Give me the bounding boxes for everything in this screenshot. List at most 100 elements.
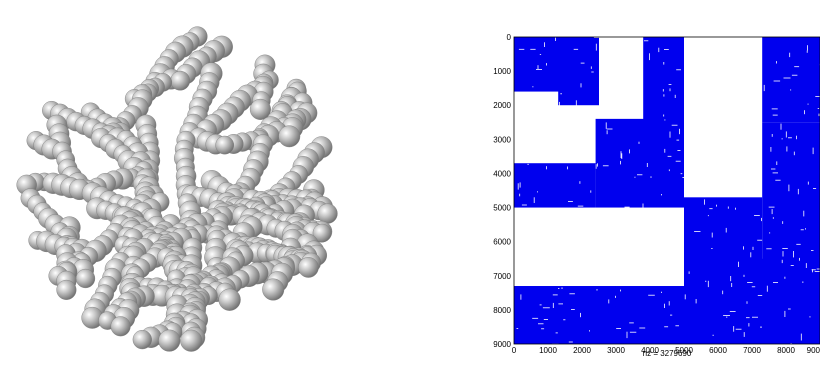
sparsity-gap bbox=[775, 179, 781, 181]
sparsity-gap bbox=[668, 84, 672, 85]
sparsity-gap bbox=[730, 276, 732, 282]
sparsity-gap bbox=[537, 191, 538, 193]
sparsity-gap bbox=[790, 89, 792, 91]
sparsity-gap bbox=[637, 174, 643, 176]
sparsity-gap bbox=[532, 86, 534, 88]
sparsity-gap bbox=[711, 248, 713, 249]
sparsity-gap bbox=[518, 48, 525, 50]
dense-block bbox=[762, 37, 820, 123]
sparsity-gap bbox=[772, 217, 774, 219]
bead bbox=[158, 329, 181, 352]
sparsity-gap bbox=[751, 286, 756, 288]
y-tick-label: 5000 bbox=[493, 204, 511, 213]
sparsity-gap bbox=[781, 259, 783, 264]
sparsity-gap bbox=[552, 302, 554, 308]
x-tick-label: 6000 bbox=[709, 346, 727, 355]
sparsity-gap bbox=[663, 114, 665, 117]
sparsity-gap bbox=[646, 163, 648, 167]
sparsity-gap bbox=[771, 134, 773, 137]
sparsity-gap bbox=[772, 114, 778, 116]
sparsity-gap bbox=[626, 331, 628, 339]
sparsity-plot: 0 1000 2000 3000 4000 5000 6000 7000 8000 900 0 10… bbox=[493, 33, 820, 358]
sparsity-gap bbox=[580, 83, 582, 88]
sparsity-gap bbox=[771, 108, 778, 110]
sparsity-gap bbox=[595, 164, 597, 169]
bead bbox=[249, 98, 271, 120]
sparsity-gap bbox=[668, 169, 670, 172]
sparsity-gap bbox=[676, 69, 681, 71]
sparsity-gap bbox=[709, 208, 713, 210]
sparsity-gap bbox=[754, 215, 760, 216]
sparsity-gap bbox=[544, 42, 545, 47]
sparsity-gap bbox=[629, 331, 637, 333]
sparsity-gap bbox=[620, 151, 622, 158]
sparsity-gap bbox=[748, 323, 750, 327]
sparsity-gap bbox=[593, 37, 599, 38]
sparsity-gap bbox=[796, 135, 797, 140]
bead bbox=[312, 223, 332, 243]
sparsity-gap bbox=[816, 268, 820, 270]
sparsity-gap bbox=[661, 291, 662, 293]
sparsity-gap bbox=[575, 100, 577, 108]
sparsity-gap bbox=[520, 294, 522, 300]
sparsity-gap bbox=[746, 317, 750, 319]
sparsity-gap bbox=[771, 168, 776, 170]
x-tick-label: 900 bbox=[807, 346, 820, 355]
sparsity-gap bbox=[658, 47, 660, 53]
sparsity-gap bbox=[536, 69, 542, 70]
sparsity-gap bbox=[538, 323, 544, 325]
sparsity-gap bbox=[705, 280, 707, 282]
sparsity-gap bbox=[781, 138, 783, 140]
sparsity-gap bbox=[800, 229, 804, 231]
sparsity-gap bbox=[671, 124, 678, 126]
sparsity-gap bbox=[519, 182, 521, 188]
sparsity-gap bbox=[746, 301, 748, 304]
sparsity-gap bbox=[766, 248, 772, 250]
sparsity-gap bbox=[811, 269, 816, 271]
sparsity-gap bbox=[788, 137, 792, 139]
sparsity-gap bbox=[682, 177, 688, 178]
sparsity-gap bbox=[794, 66, 800, 68]
sparsity-gap bbox=[817, 108, 820, 109]
sparsity-gap bbox=[695, 299, 697, 304]
sparsity-gap bbox=[648, 294, 655, 296]
sparsity-gap bbox=[521, 204, 527, 206]
sparsity-gap bbox=[563, 319, 566, 321]
sparsity-gap bbox=[723, 315, 730, 316]
plot-frame bbox=[513, 36, 820, 345]
sparsity-gap bbox=[799, 257, 800, 261]
sparsity-gap bbox=[770, 147, 772, 152]
sparsity-gap bbox=[555, 37, 556, 41]
sparsity-gap bbox=[661, 194, 662, 196]
sparsity-gap bbox=[743, 274, 745, 277]
y-tick-label: 0 bbox=[507, 33, 512, 42]
sparsity-gap bbox=[567, 166, 568, 170]
bead bbox=[278, 125, 301, 148]
sparsity-gap bbox=[664, 119, 666, 121]
sparsity-gap bbox=[670, 314, 673, 316]
sparsity-gap bbox=[606, 130, 608, 135]
sparsity-gap bbox=[711, 232, 713, 238]
sparsity-gap bbox=[532, 317, 539, 319]
sparsity-gap bbox=[782, 221, 784, 224]
sparsity-gap bbox=[806, 50, 808, 53]
y-tick-label: 4000 bbox=[493, 169, 511, 178]
sparsity-gap bbox=[677, 150, 681, 151]
sparsity-gap bbox=[707, 215, 709, 217]
sparsity-gap bbox=[797, 188, 799, 195]
sparsity-gap bbox=[725, 227, 727, 233]
x-axis-label: nz = 3279690 bbox=[643, 349, 692, 358]
sparsity-gap bbox=[596, 289, 598, 291]
sparsity-gap bbox=[621, 153, 623, 159]
dense-block bbox=[684, 197, 763, 269]
sparsity-gap bbox=[675, 160, 681, 162]
sparsity-gap bbox=[616, 328, 621, 329]
sparsity-gap bbox=[815, 96, 820, 97]
sparsity-gap bbox=[793, 251, 794, 258]
sparsity-gap bbox=[608, 299, 610, 304]
sparsity-gap bbox=[738, 261, 739, 267]
bead bbox=[110, 316, 131, 337]
sparsity-gap bbox=[539, 54, 542, 55]
sparsity-gap bbox=[639, 327, 646, 329]
sparsity-gap bbox=[669, 88, 671, 92]
